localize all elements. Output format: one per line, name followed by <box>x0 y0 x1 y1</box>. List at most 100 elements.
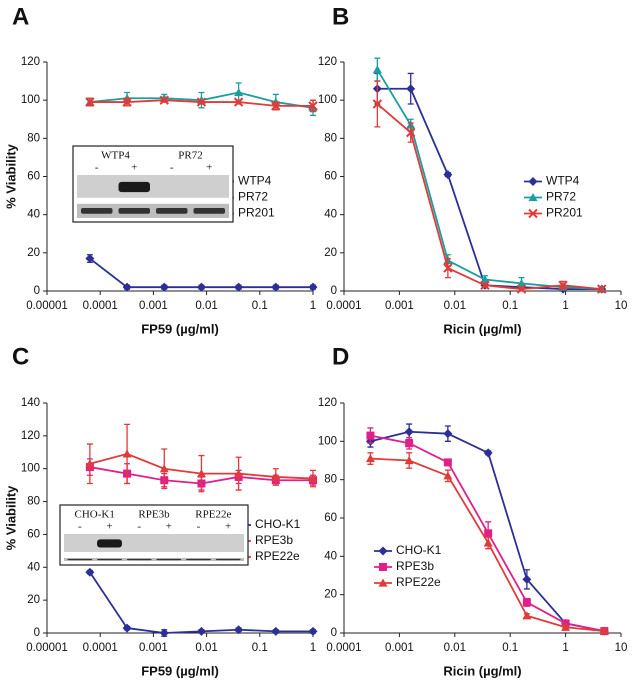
x-tick-label: 0.1 <box>252 300 268 312</box>
blot-strip <box>77 203 229 218</box>
x-tick-label: 0.00001 <box>26 300 68 312</box>
y-tick-label: 40 <box>27 209 40 221</box>
panel-label: C <box>12 343 29 370</box>
legend-label: CHO-K1 <box>255 517 301 531</box>
marker <box>484 529 493 538</box>
inset-group-label: RPE22e <box>195 509 231 521</box>
marker <box>516 284 527 294</box>
x-tick-label: 0.01 <box>195 300 217 312</box>
legend-label: PR201 <box>546 206 583 220</box>
marker <box>308 101 318 111</box>
y-axis-label: % Viability <box>3 485 18 551</box>
y-axis-label: % Viability <box>3 143 18 209</box>
y-tick-label: 0 <box>331 285 337 297</box>
x-tick-label: 0.001 <box>385 300 414 312</box>
marker <box>159 464 169 473</box>
inset-sign: - <box>197 521 201 533</box>
inset-sign: + <box>166 521 172 533</box>
blot-band <box>186 558 211 561</box>
y-tick-label: 60 <box>324 171 337 183</box>
y-tick-label: 0 <box>34 285 40 297</box>
marker <box>308 626 318 636</box>
x-tick-label: 10 <box>615 642 628 654</box>
marker <box>234 282 244 292</box>
marker <box>271 282 281 292</box>
blot-band <box>67 558 93 561</box>
x-tick-label: 0.1 <box>502 300 518 312</box>
inset-group-label: CHO-K1 <box>74 509 114 521</box>
y-tick-label: 60 <box>27 171 40 183</box>
marker <box>372 65 382 74</box>
marker <box>159 282 169 292</box>
y-tick-label: 80 <box>27 496 40 508</box>
y-tick-label: 60 <box>27 528 40 540</box>
y-tick-label: 120 <box>21 430 40 442</box>
marker <box>404 456 414 465</box>
legend-label: WTP4 <box>546 174 580 188</box>
marker <box>406 127 416 138</box>
inset-group-label: WTP4 <box>101 150 130 162</box>
legend-label: RPE3b <box>255 533 293 547</box>
x-tick-label: 1 <box>310 300 316 312</box>
marker <box>443 471 453 480</box>
blot-band <box>97 539 122 548</box>
marker <box>85 254 95 264</box>
marker <box>405 439 414 448</box>
marker <box>366 431 375 440</box>
legend-label: RPE22e <box>255 549 300 563</box>
marker <box>234 625 244 635</box>
blot-band <box>156 558 182 561</box>
marker <box>597 284 607 294</box>
marker <box>443 170 453 180</box>
legend-label: CHO-K1 <box>396 543 442 557</box>
blot-band <box>126 558 152 561</box>
y-tick-label: 20 <box>324 589 337 601</box>
marker <box>443 458 452 467</box>
y-tick-label: 80 <box>324 132 337 144</box>
y-tick-label: 40 <box>27 561 40 573</box>
x-tick-label: 0.0001 <box>83 300 118 312</box>
series-line <box>89 571 313 634</box>
y-tick-label: 100 <box>318 94 337 106</box>
x-tick-label: 0.0001 <box>326 642 361 654</box>
x-tick-label: 0.01 <box>444 642 466 654</box>
y-tick-label: 80 <box>324 474 337 486</box>
marker <box>122 449 132 458</box>
x-tick-label: 0.1 <box>502 642 518 654</box>
y-tick-label: 20 <box>27 594 40 606</box>
x-tick-label: 1 <box>310 642 316 654</box>
marker <box>480 275 490 284</box>
marker <box>522 611 532 620</box>
x-tick-label: 0.01 <box>195 642 217 654</box>
legend-label: WTP4 <box>238 174 272 188</box>
panel-label: D <box>332 343 349 370</box>
blot-band <box>81 208 113 214</box>
marker <box>406 84 416 94</box>
y-tick-label: 100 <box>21 94 40 106</box>
x-axis-label: Ricin (µg/ml) <box>443 663 521 678</box>
inset-sign: - <box>78 521 82 533</box>
inset-sign: + <box>225 521 231 533</box>
blot-strip <box>64 534 244 552</box>
y-tick-label: 40 <box>324 209 337 221</box>
marker <box>378 578 388 587</box>
y-tick-label: 40 <box>324 550 337 562</box>
inset-group-label: PR72 <box>178 150 202 162</box>
marker <box>271 626 281 636</box>
marker <box>379 563 387 571</box>
marker <box>528 193 538 202</box>
x-tick-label: 0.001 <box>139 300 168 312</box>
blot-band <box>193 208 225 214</box>
legend-label: RPE3b <box>396 559 434 573</box>
marker <box>522 598 531 607</box>
marker <box>528 177 538 186</box>
y-tick-label: 20 <box>27 247 40 259</box>
y-tick-label: 100 <box>318 435 337 447</box>
blot-band <box>118 181 150 193</box>
inset-group-label: RPE3b <box>138 509 170 521</box>
y-tick-label: 60 <box>324 512 337 524</box>
blot-band <box>97 558 122 561</box>
inset-sign: - <box>95 162 99 174</box>
marker <box>480 280 490 290</box>
marker <box>483 448 493 458</box>
